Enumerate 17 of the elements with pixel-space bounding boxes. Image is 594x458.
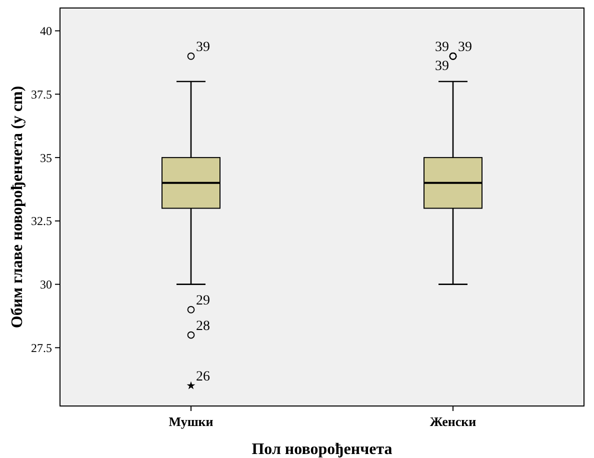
x-axis-title: Пол новорођенчета [252, 441, 392, 458]
y-tick-label: 27.5 [31, 340, 52, 355]
y-axis-title: Обим главе новорођенчета (у cm) [9, 86, 26, 328]
y-tick-label: 37.5 [31, 87, 52, 102]
annotation: 39 [458, 40, 472, 56]
annotation: 39 [196, 40, 210, 56]
x-tick-label: Женски [430, 414, 477, 429]
x-tick-label: Мушки [168, 414, 214, 429]
annotation: 28 [196, 319, 210, 334]
annotation: 39 [435, 59, 449, 74]
y-tick-label: 40 [40, 24, 52, 38]
y-tick-label: 30 [40, 278, 52, 292]
annotation: 29 [196, 294, 210, 309]
annotation: 26 [196, 370, 210, 385]
y-tick-label: 35 [40, 150, 52, 165]
y-tick-label: 32.5 [31, 214, 52, 228]
annotation: 39 [435, 40, 449, 56]
